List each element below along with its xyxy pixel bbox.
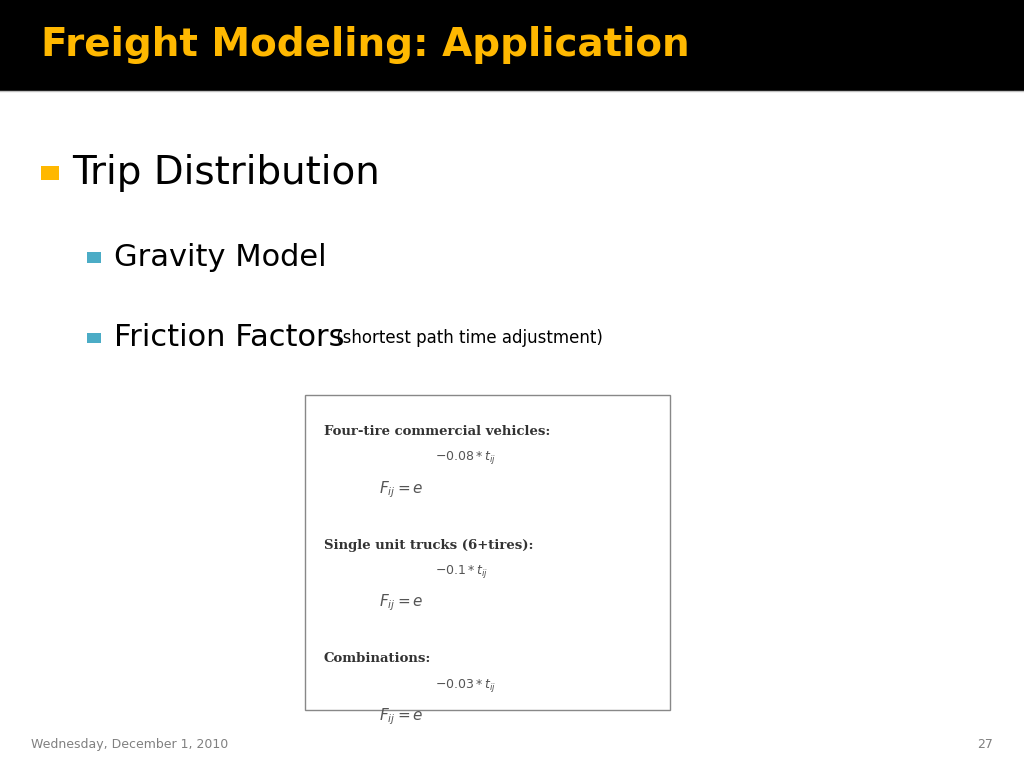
FancyBboxPatch shape [0, 0, 1024, 91]
Text: (shortest path time adjustment): (shortest path time adjustment) [331, 329, 603, 347]
Text: Combinations:: Combinations: [324, 653, 431, 665]
Text: $F_{ij}=e$: $F_{ij}=e$ [379, 707, 424, 727]
Text: $-0.1*t_{ij}$: $-0.1*t_{ij}$ [435, 563, 488, 580]
Text: Four-tire commercial vehicles:: Four-tire commercial vehicles: [324, 425, 550, 438]
Text: $-0.08*t_{ij}$: $-0.08*t_{ij}$ [435, 449, 497, 466]
FancyBboxPatch shape [305, 395, 670, 710]
Text: Friction Factors: Friction Factors [114, 323, 344, 353]
Text: $F_{ij}=e$: $F_{ij}=e$ [379, 479, 424, 499]
Text: $F_{ij}=e$: $F_{ij}=e$ [379, 593, 424, 613]
FancyBboxPatch shape [41, 166, 59, 180]
Text: 27: 27 [977, 739, 993, 751]
Text: Gravity Model: Gravity Model [114, 243, 327, 272]
Text: Wednesday, December 1, 2010: Wednesday, December 1, 2010 [31, 739, 228, 751]
Text: Freight Modeling: Application: Freight Modeling: Application [41, 26, 689, 65]
Text: Trip Distribution: Trip Distribution [72, 154, 380, 192]
Text: Single unit trucks (6+tires):: Single unit trucks (6+tires): [324, 539, 534, 551]
FancyBboxPatch shape [87, 252, 101, 263]
Text: $-0.03*t_{ij}$: $-0.03*t_{ij}$ [435, 677, 497, 694]
FancyBboxPatch shape [87, 333, 101, 343]
